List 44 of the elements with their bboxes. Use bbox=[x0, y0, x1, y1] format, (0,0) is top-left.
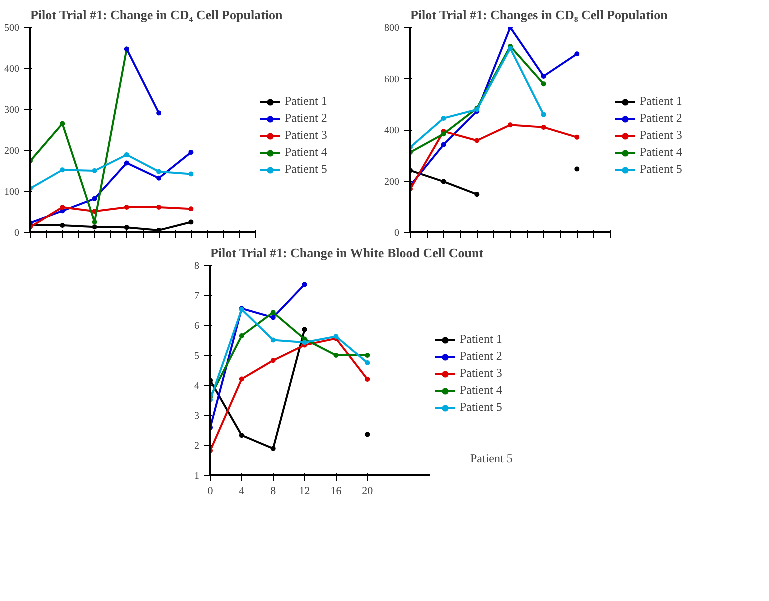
x-tick-label: 8 bbox=[270, 486, 277, 498]
legend-label: Patient 2 bbox=[460, 349, 502, 364]
y-tick-label: 200 bbox=[4, 146, 20, 157]
y-tick-label: 800 bbox=[384, 23, 400, 34]
legend-label: Patient 4 bbox=[640, 145, 682, 160]
chart-title: Pilot Trial #1: Changes in CD₈ Cell Population bbox=[410, 8, 669, 22]
y-tick-label: 100 bbox=[4, 187, 20, 198]
x-tick-label: 20 bbox=[362, 486, 374, 498]
x-tick-label: 4 bbox=[239, 486, 246, 498]
y-tick-label: 5 bbox=[194, 351, 200, 362]
legend-label: Patient 3 bbox=[640, 128, 682, 143]
chart-title: Pilot Trial #1: Change in White Blood Cell Count bbox=[210, 246, 484, 260]
text: Patient 5 bbox=[470, 452, 513, 466]
legend-label: Patient 4 bbox=[285, 145, 328, 160]
y-tick-label: 0 bbox=[14, 228, 20, 239]
y-tick-label: 8 bbox=[194, 261, 200, 272]
y-tick-label: 2 bbox=[194, 441, 200, 452]
y-tick-label: 0 bbox=[394, 228, 400, 239]
y-tick-label: 300 bbox=[4, 105, 20, 116]
y-tick-label: 7 bbox=[194, 291, 200, 302]
legend-label: Patient 2 bbox=[285, 111, 328, 126]
legend-label: Patient 1 bbox=[460, 332, 502, 347]
legend-label: Patient 3 bbox=[285, 128, 328, 143]
y-tick-label: 400 bbox=[4, 64, 20, 75]
chart-title: Pilot Trial #1: Change in CD₄ Cell Population bbox=[30, 8, 284, 22]
y-tick-label: 4 bbox=[194, 381, 200, 392]
legend-label: Patient 5 bbox=[640, 162, 682, 177]
x-tick-label: 16 bbox=[330, 486, 342, 498]
legend-label: Patient 2 bbox=[640, 111, 682, 126]
y-tick-label: 6 bbox=[194, 321, 200, 332]
y-tick-label: 600 bbox=[384, 74, 400, 86]
y-tick-label: 3 bbox=[194, 411, 200, 422]
legend-label: Patient 1 bbox=[640, 94, 682, 109]
legend-label: Patient 5 bbox=[285, 162, 328, 177]
y-tick-label: 500 bbox=[4, 23, 20, 34]
y-tick-label: 200 bbox=[384, 176, 400, 188]
x-tick-label: 12 bbox=[299, 486, 310, 498]
x-tick-label: 0 bbox=[208, 486, 214, 498]
legend-label: Patient 1 bbox=[285, 94, 328, 109]
legend-label: Patient 3 bbox=[460, 366, 502, 381]
y-tick-label: 400 bbox=[384, 126, 400, 136]
legend-label: Patient 5 bbox=[460, 400, 502, 415]
y-tick-label: 1 bbox=[194, 471, 200, 482]
legend-label: Patient 4 bbox=[460, 383, 502, 398]
